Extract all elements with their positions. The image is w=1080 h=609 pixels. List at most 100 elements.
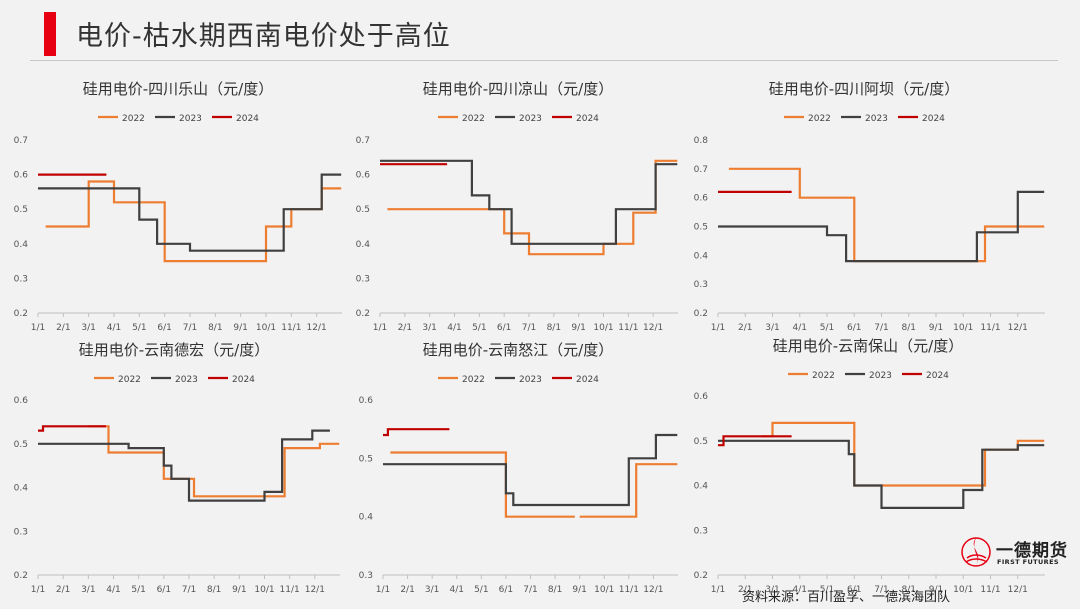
chart-panel-5: 硅用电价-云南怒江（元/度） 2022 2023 2024 0.3 0.4 0.5 0.6 1/… <box>359 341 678 595</box>
legend-label-2024: 2024 <box>926 371 949 381</box>
y-tick-label: 0.6 <box>14 171 29 181</box>
legend-label-2022: 2022 <box>462 375 485 385</box>
x-tick-label: 7/1 <box>522 323 536 333</box>
x-tick-label: 9/1 <box>929 323 943 333</box>
x-tick-label: 12/1 <box>1008 323 1028 333</box>
x-tick-label: 11/1 <box>280 585 300 595</box>
series-line-2023 <box>383 433 678 507</box>
y-tick-label: 0.3 <box>14 274 28 284</box>
series-line-2022 <box>390 451 575 518</box>
legend-label-2022: 2022 <box>808 114 831 124</box>
header-divider <box>30 60 1058 61</box>
y-tick-label: 0.5 <box>14 205 28 215</box>
x-tick-label: 1/1 <box>711 585 725 595</box>
legend-label-2022: 2022 <box>122 114 145 124</box>
legend-label-2023: 2023 <box>519 375 542 385</box>
legend-label-2023: 2023 <box>179 114 202 124</box>
y-tick-label: 0.2 <box>694 571 708 581</box>
x-tick-label: 1/1 <box>376 585 390 595</box>
legend-label-2024: 2024 <box>576 114 599 124</box>
x-tick-label: 11/1 <box>980 323 1000 333</box>
y-tick-label: 0.5 <box>694 223 708 233</box>
x-tick-label: 6/1 <box>847 585 861 595</box>
y-tick-label: 0.5 <box>14 440 28 450</box>
x-tick-label: 5/1 <box>472 323 486 333</box>
x-tick-label: 9/1 <box>571 323 585 333</box>
chart-panel-4: 硅用电价-云南德宏（元/度） 2022 2023 2024 0.2 0.3 0.4 0.5 0.… <box>14 341 340 595</box>
y-tick-label: 0.2 <box>14 309 28 319</box>
legend-label-2023: 2023 <box>175 375 198 385</box>
x-tick-label: 2/1 <box>738 323 752 333</box>
chart-panel-3: 硅用电价-四川阿坝（元/度） 2022 2023 2024 0.2 0.3 0.4 0.5 0.… <box>694 80 1045 333</box>
x-tick-label: 3/1 <box>765 323 779 333</box>
y-tick-label: 0.5 <box>694 437 708 447</box>
series-line-2023 <box>38 429 330 502</box>
y-tick-label: 0.4 <box>359 513 374 523</box>
chart-panel-1: 硅用电价-四川乐山（元/度） 2022 2023 2024 0.2 0.3 0.4 0.5 0.… <box>14 80 342 333</box>
x-tick-label: 8/1 <box>548 585 562 595</box>
x-tick-label: 1/1 <box>31 323 45 333</box>
series-line-2022 <box>579 463 678 518</box>
chart-panel-6: 硅用电价-云南保山（元/度） 2022 2023 2024 0.2 0.3 0.4 0.5 0.… <box>694 337 1045 595</box>
x-tick-label: 10/1 <box>953 323 973 333</box>
chart-title: 硅用电价-四川阿坝（元/度） <box>769 80 959 98</box>
x-tick-label: 4/1 <box>106 585 120 595</box>
legend-label-2023: 2023 <box>869 371 892 381</box>
x-tick-label: 5/1 <box>820 585 834 595</box>
y-tick-label: 0.4 <box>694 482 709 492</box>
x-tick-label: 5/1 <box>474 585 488 595</box>
series-line-2023 <box>718 439 1045 509</box>
x-tick-label: 11/1 <box>619 585 639 595</box>
logo-text-cn: 一德期货 <box>996 541 1068 561</box>
chart-panel-2: 硅用电价-四川凉山（元/度） 2022 2023 2024 0.2 0.3 0.4 0.5 0.… <box>356 80 678 333</box>
x-tick-label: 1/1 <box>711 323 725 333</box>
legend-label-2023: 2023 <box>865 114 888 124</box>
x-tick-label: 6/1 <box>499 585 513 595</box>
y-tick-label: 0.3 <box>694 280 708 290</box>
x-tick-label: 2/1 <box>56 585 70 595</box>
x-tick-label: 4/1 <box>793 323 807 333</box>
x-tick-label: 4/1 <box>793 585 807 595</box>
page-header: 电价-枯水期西南电价处于高位 <box>0 0 1080 62</box>
x-tick-label: 1/1 <box>373 323 387 333</box>
legend-label-2022: 2022 <box>462 114 485 124</box>
y-tick-label: 0.6 <box>14 396 29 406</box>
y-tick-label: 0.3 <box>694 526 708 536</box>
chart-title: 硅用电价-云南怒江（元/度） <box>423 341 613 359</box>
series-line-2022 <box>45 180 342 263</box>
y-tick-label: 0.3 <box>14 527 28 537</box>
x-tick-label: 3/1 <box>81 323 95 333</box>
y-tick-label: 0.6 <box>694 392 709 402</box>
y-tick-label: 0.5 <box>359 454 373 464</box>
x-tick-label: 12/1 <box>643 323 663 333</box>
x-tick-label: 8/1 <box>547 323 561 333</box>
x-tick-label: 4/1 <box>107 323 121 333</box>
y-tick-label: 0.6 <box>694 194 709 204</box>
x-tick-label: 10/1 <box>593 323 613 333</box>
y-tick-label: 0.6 <box>356 171 371 181</box>
logo-flame-icon <box>961 537 991 567</box>
x-tick-label: 6/1 <box>847 323 861 333</box>
x-tick-label: 7/1 <box>523 585 537 595</box>
series-line-2023 <box>718 190 1045 263</box>
x-tick-label: 8/1 <box>207 585 221 595</box>
x-tick-label: 3/1 <box>422 323 436 333</box>
legend-label-2022: 2022 <box>118 375 141 385</box>
y-tick-label: 0.4 <box>14 240 29 250</box>
x-tick-label: 9/1 <box>233 323 247 333</box>
x-tick-label: 3/1 <box>765 585 779 595</box>
y-tick-label: 0.3 <box>359 571 373 581</box>
legend-label-2024: 2024 <box>236 114 259 124</box>
x-tick-label: 7/1 <box>874 585 888 595</box>
x-tick-label: 1/1 <box>31 585 45 595</box>
x-tick-label: 3/1 <box>425 585 439 595</box>
series-line-2024 <box>718 435 792 447</box>
series-line-2022 <box>761 421 1045 487</box>
header-accent-bar <box>44 12 56 56</box>
x-tick-label: 5/1 <box>131 585 145 595</box>
x-tick-label: 3/1 <box>81 585 95 595</box>
x-tick-label: 7/1 <box>183 323 197 333</box>
legend-label-2023: 2023 <box>519 114 542 124</box>
series-line-2022 <box>387 159 678 256</box>
